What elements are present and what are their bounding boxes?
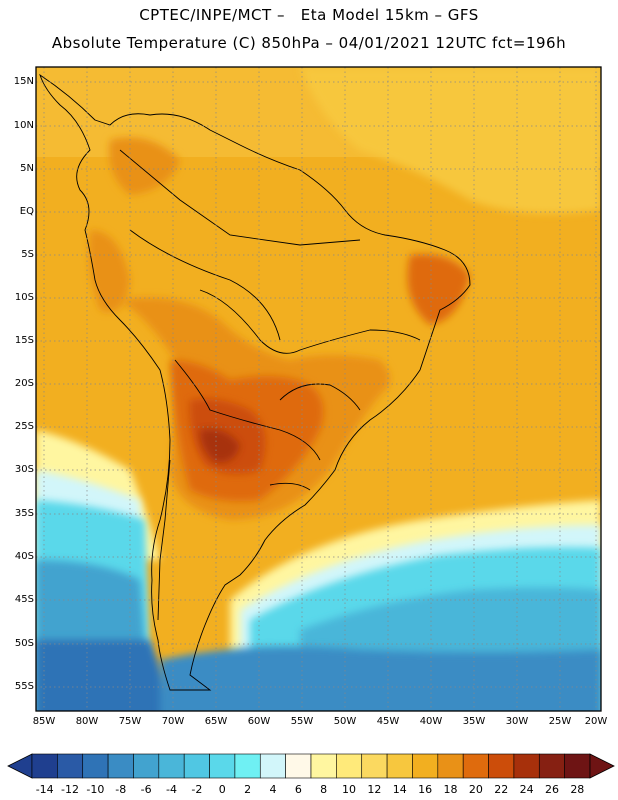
lon-label-75w: 75W <box>118 716 142 727</box>
colorbar-bin <box>234 753 261 779</box>
colorbar-label: 24 <box>519 783 534 796</box>
colorbar-label: 6 <box>294 783 302 796</box>
lat-label-10s: 10S <box>14 292 34 303</box>
lon-label-60w: 60W <box>247 716 271 727</box>
colorbar-label: -4 <box>166 783 177 796</box>
colorbar-bin <box>183 753 210 779</box>
lon-label-85w: 85W <box>32 716 56 727</box>
lon-label-30w: 30W <box>505 716 529 727</box>
colorbar-bin <box>412 753 439 779</box>
lat-label-30s: 30S <box>14 464 34 475</box>
colorbar-label: -6 <box>140 783 152 796</box>
lat-label-35s: 35S <box>14 508 34 519</box>
colorbar <box>7 753 615 779</box>
title-line-1: CPTEC/INPE/MCT – Eta Model 15km – GFS <box>139 6 479 24</box>
colorbar-bin <box>336 753 363 779</box>
lat-label-45s: 45S <box>14 594 34 605</box>
colorbar-bin <box>259 753 286 779</box>
colorbar-bin <box>488 753 515 779</box>
colorbar-bin <box>437 753 464 779</box>
colorbar-label: 28 <box>570 783 585 796</box>
colorbar-bin <box>361 753 388 779</box>
lat-label-50s: 50S <box>14 638 34 649</box>
lon-label-65w: 65W <box>204 716 228 727</box>
colorbar-label: 4 <box>269 783 277 796</box>
lon-label-40w: 40W <box>419 716 443 727</box>
colorbar-bin <box>513 753 540 779</box>
lon-label-70w: 70W <box>161 716 185 727</box>
colorbar-label: -10 <box>86 783 105 796</box>
lat-label-5s: 5S <box>21 249 34 260</box>
colorbar-bin <box>564 753 591 779</box>
lon-label-35w: 35W <box>462 716 486 727</box>
colorbar-arrow-high <box>589 753 615 779</box>
colorbar-label: 16 <box>418 783 433 796</box>
map-frame <box>35 66 602 712</box>
colorbar-label: 26 <box>544 783 559 796</box>
temperature-field <box>36 67 601 711</box>
colorbar-label: 20 <box>468 783 483 796</box>
lat-label-20s: 20S <box>14 378 34 389</box>
colorbar-bin <box>310 753 337 779</box>
lat-label-eq: EQ <box>19 206 34 217</box>
graticule <box>36 67 601 711</box>
colorbar-bin <box>133 753 160 779</box>
colorbar-label: -2 <box>191 783 203 796</box>
colorbar-bin <box>107 753 134 779</box>
lon-label-20w: 20W <box>584 716 608 727</box>
colorbar-label: 22 <box>494 783 509 796</box>
colorbar-bin <box>158 753 185 779</box>
lat-label-40s: 40S <box>14 551 34 562</box>
colorbar-label: 12 <box>367 783 382 796</box>
lat-label-55s: 55S <box>14 681 34 692</box>
colorbar-bin <box>82 753 109 779</box>
colorbar-bin <box>209 753 236 779</box>
colorbar-label: 8 <box>320 783 328 796</box>
coastlines <box>39 73 471 691</box>
lon-label-25w: 25W <box>548 716 572 727</box>
colorbar-label: 10 <box>342 783 357 796</box>
colorbar-label: 14 <box>392 783 407 796</box>
colorbar-arrow-low <box>7 753 33 779</box>
colorbar-label: -8 <box>115 783 127 796</box>
colorbar-bin <box>285 753 312 779</box>
lat-label-15n: 15N <box>13 76 34 87</box>
colorbar-label: 18 <box>443 783 458 796</box>
lon-label-50w: 50W <box>333 716 357 727</box>
colorbar-bin <box>386 753 413 779</box>
colorbar-bin <box>57 753 84 779</box>
lon-label-45w: 45W <box>376 716 400 727</box>
lat-label-25s: 25S <box>14 421 34 432</box>
lon-label-55w: 55W <box>290 716 314 727</box>
lon-label-80w: 80W <box>75 716 99 727</box>
title-line-2: Absolute Temperature (C) 850hPa – 04/01/… <box>51 34 567 52</box>
lat-label-5n: 5N <box>20 163 34 174</box>
colorbar-bin <box>462 753 489 779</box>
colorbar-bin <box>31 753 58 779</box>
colorbar-label: -14 <box>35 783 54 796</box>
colorbar-label: 2 <box>244 783 252 796</box>
lat-label-15s: 15S <box>14 335 34 346</box>
colorbar-label: 0 <box>218 783 226 796</box>
colorbar-bin <box>538 753 565 779</box>
lat-label-10n: 10N <box>13 120 34 131</box>
colorbar-label: -12 <box>61 783 80 796</box>
